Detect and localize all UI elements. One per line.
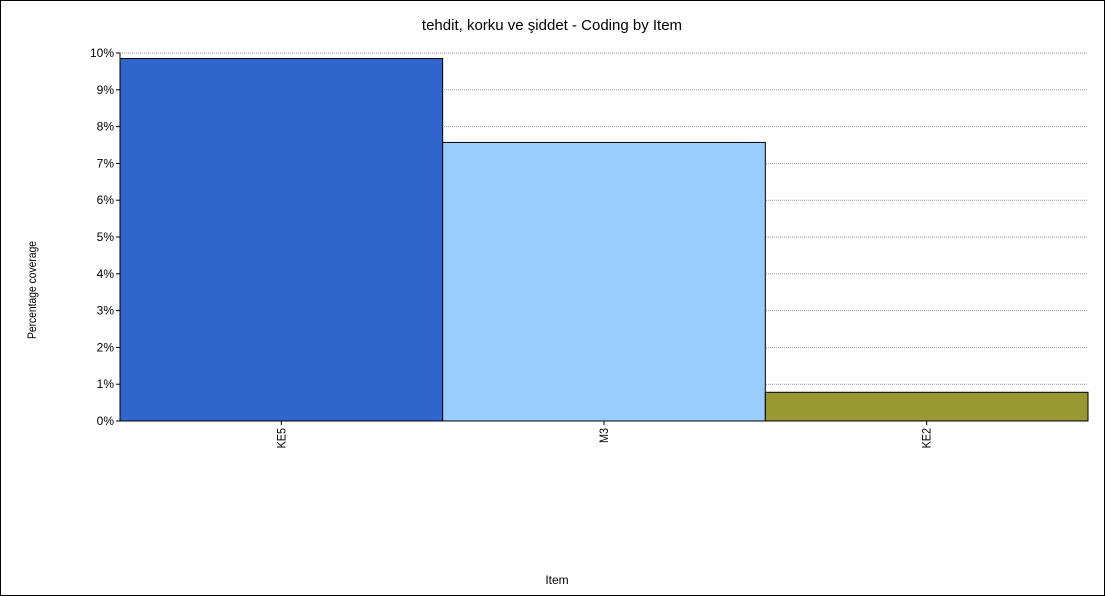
y-axis-ticks: 0% 1% 2% 3% 4% 5% 6% 7% 8% 9% 10% xyxy=(90,46,120,428)
y-tick-label: 6% xyxy=(97,193,115,207)
bar-m3 xyxy=(442,141,766,422)
y-tick-label: 3% xyxy=(97,304,115,318)
y-tick-label: 5% xyxy=(97,230,115,244)
y-tick-label: 8% xyxy=(97,120,115,134)
bars xyxy=(119,58,1089,422)
y-tick-label: 2% xyxy=(97,340,115,354)
x-tick-label: KE5 xyxy=(276,428,289,448)
y-axis-title: Percentage coverage xyxy=(26,241,39,339)
y-tick-label: 10% xyxy=(90,46,114,60)
y-tick-label: 4% xyxy=(97,267,115,281)
x-axis-ticks: KE5 M3 KE2 xyxy=(276,421,934,448)
bar-ke5 xyxy=(119,58,444,422)
y-tick-label: 7% xyxy=(97,156,115,170)
y-tick-label: 1% xyxy=(97,377,115,391)
bar-ke2 xyxy=(764,391,1089,422)
x-tick-label: M3 xyxy=(599,428,612,443)
x-tick-label: KE2 xyxy=(921,428,934,448)
y-tick-label: 9% xyxy=(97,83,115,97)
x-axis-title: Item xyxy=(545,573,568,587)
y-tick-label: 0% xyxy=(97,414,115,428)
chart-title: tehdit, korku ve şiddet - Coding by Item xyxy=(422,17,682,34)
